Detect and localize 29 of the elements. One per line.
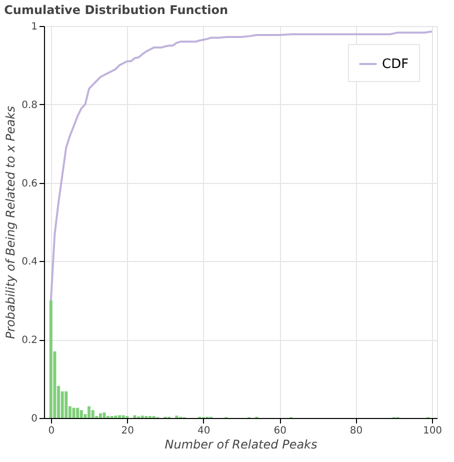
bar (80, 410, 83, 418)
bar (98, 413, 102, 418)
x-tick-label: 40 (197, 426, 210, 436)
y-tick-label: 0 (31, 414, 38, 424)
x-tick-label: 20 (121, 426, 134, 436)
y-tick-label: 0.4 (22, 256, 38, 268)
chart-title: Cumulative Distribution Function (4, 3, 228, 17)
bar (49, 300, 52, 418)
line-series (50, 30, 433, 302)
legend-label: CDF (382, 57, 409, 72)
y-tick-label: 0.2 (22, 335, 38, 346)
bar (122, 415, 125, 418)
y-tick-label: 0.6 (22, 178, 38, 190)
y-tick-label: 1 (31, 22, 38, 32)
bar (88, 406, 91, 418)
x-tick-label: 0 (48, 426, 55, 436)
x-tick-label: 80 (350, 426, 363, 436)
bar (76, 408, 80, 418)
x-axis-title: Number of Related Peaks (164, 438, 318, 452)
bar (91, 410, 94, 418)
y-axis-title: Probability of Being Related to x Peaks (4, 106, 18, 339)
bar (118, 415, 121, 418)
x-tick-label: 60 (274, 426, 286, 436)
bar (64, 391, 68, 418)
x-tick-label: 100 (422, 426, 442, 436)
y-tick-label: 0.8 (22, 100, 38, 111)
bar (102, 412, 106, 418)
bar (133, 415, 136, 418)
bar (72, 408, 76, 418)
